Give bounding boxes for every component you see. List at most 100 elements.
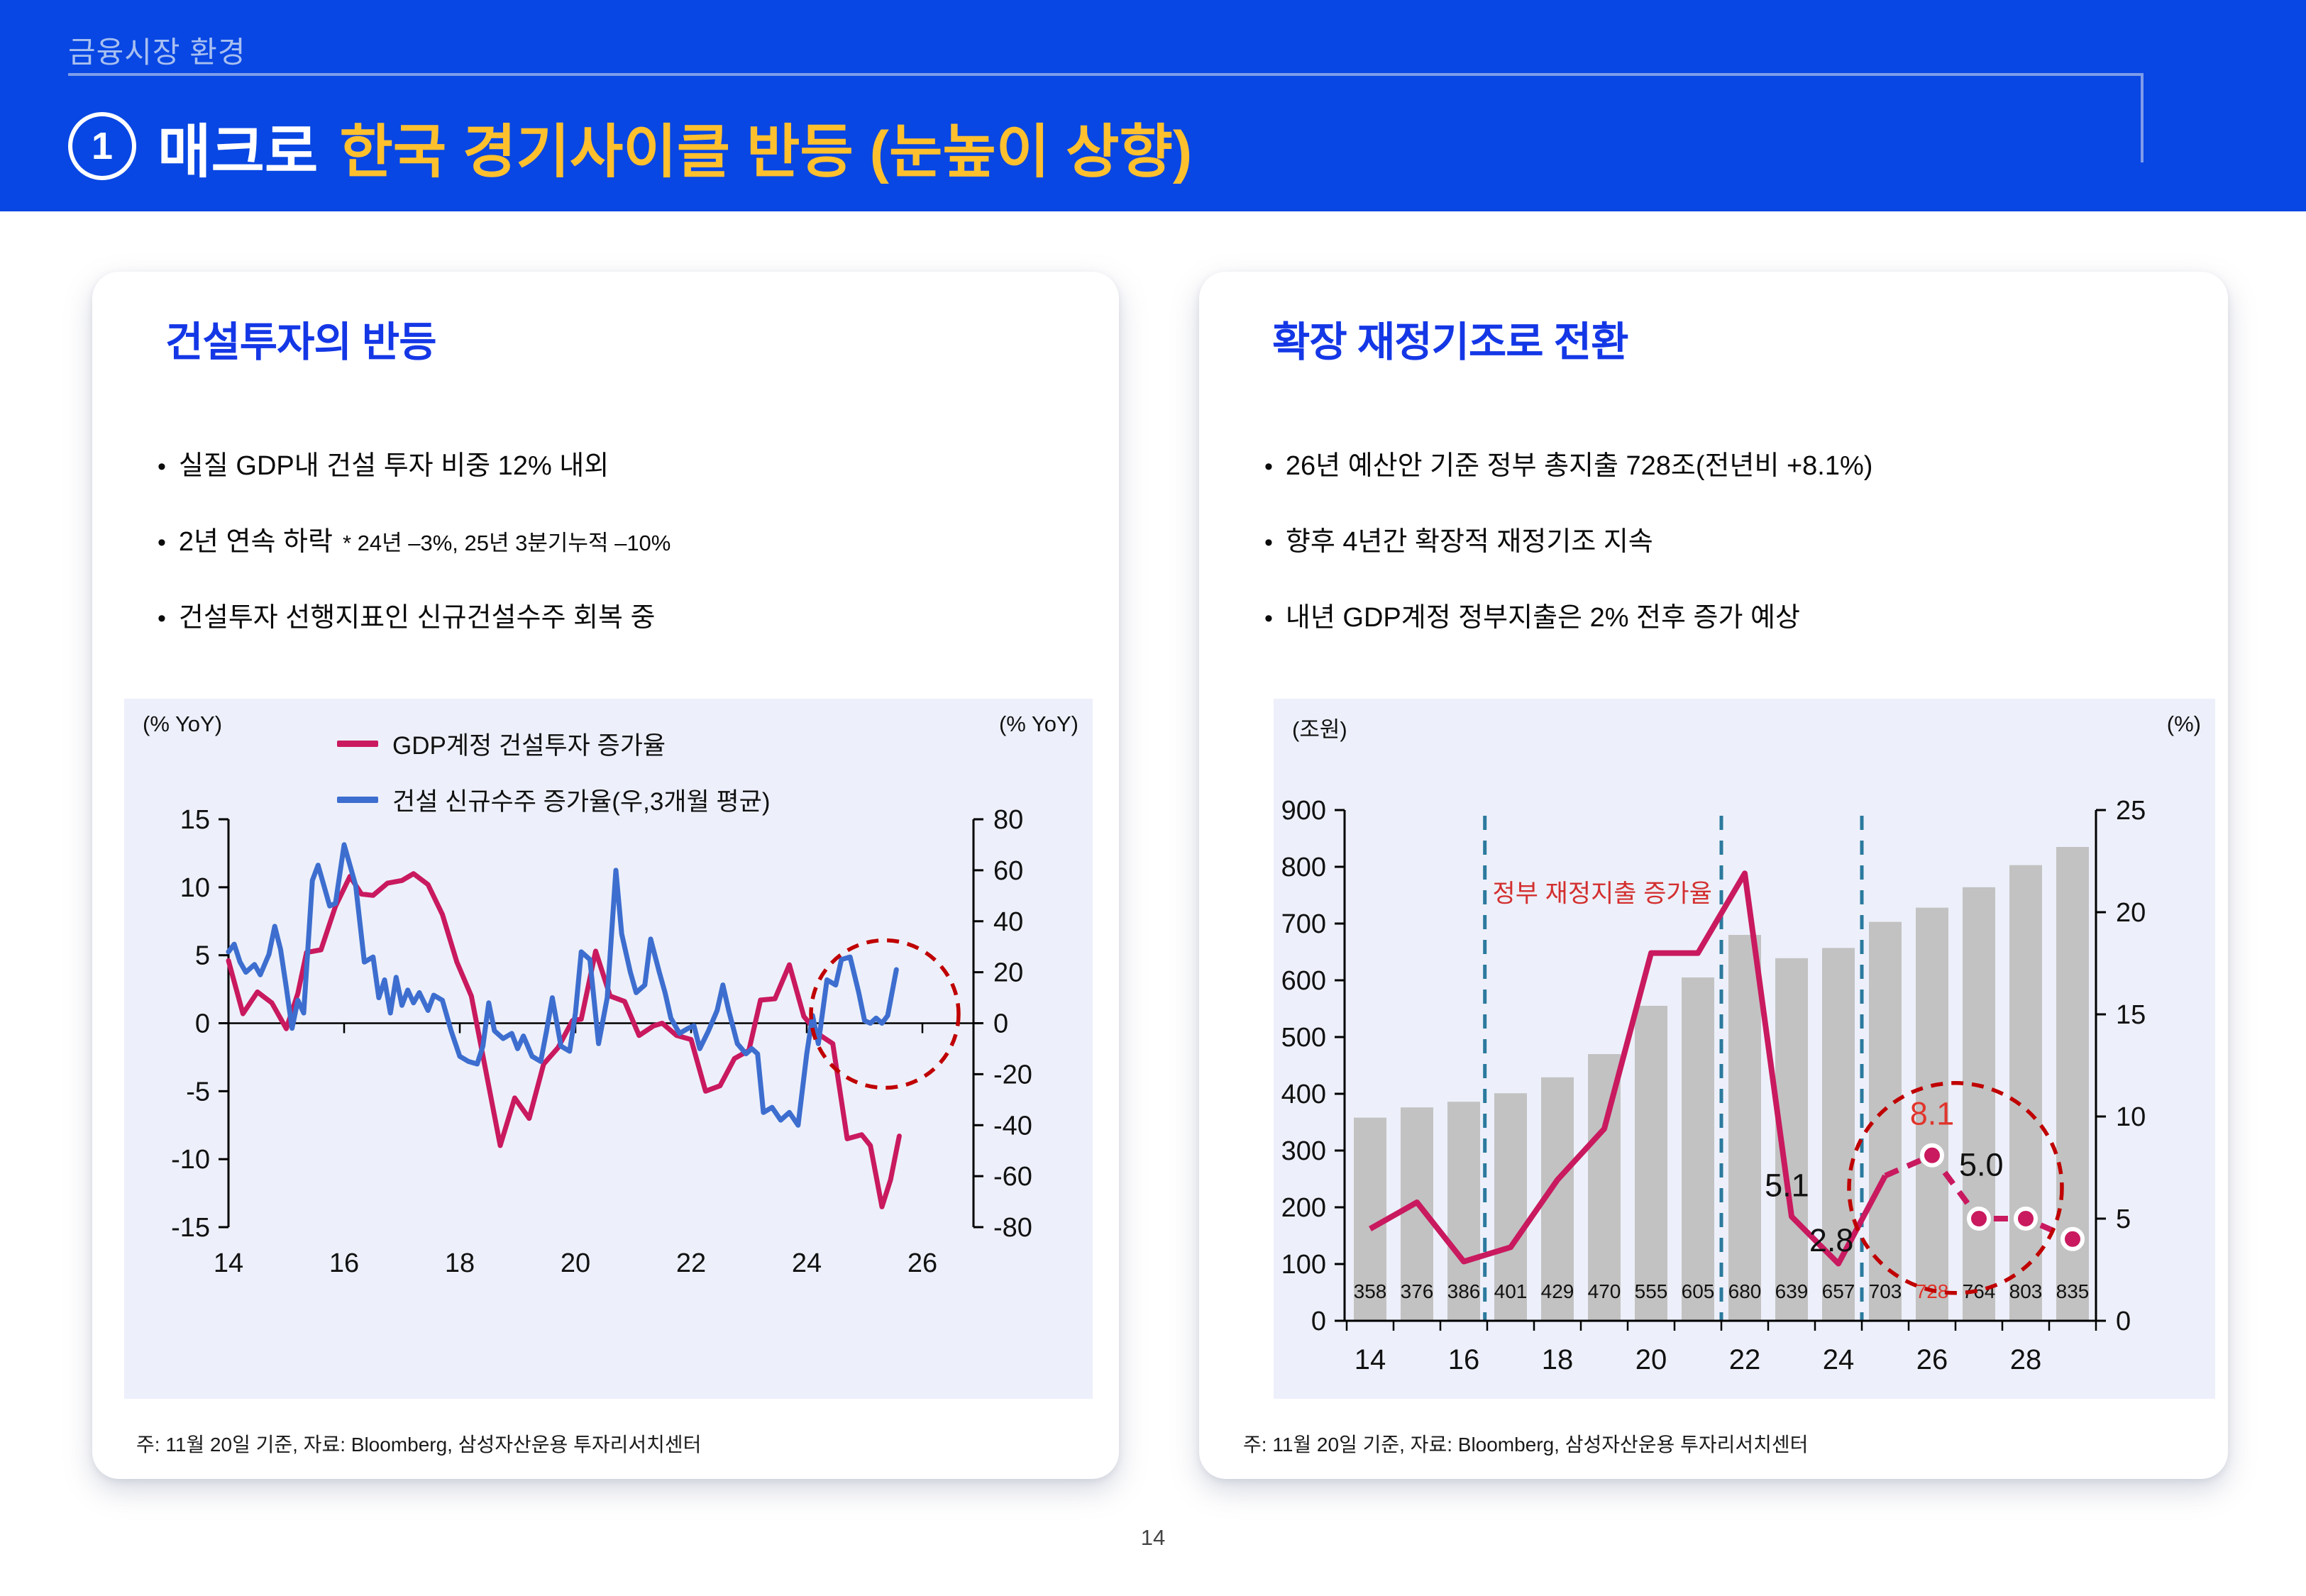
construction-investment-card: 건설투자의 반등 • 실질 GDP내 건설 투자 비중 12% 내외 • 2년 … [92,272,1119,1479]
slide-title: 1 매크로 한국 경기사이클 반등 (눈높이 상향) [68,104,1192,189]
svg-text:10: 10 [180,873,210,903]
forecast-marker [2014,1207,2038,1231]
chart-legend: GDP계정 건설투자 증가율 건설 신규수주 증가율(우,3개월 평균) [337,726,770,818]
svg-text:정부 재정지출 증가율: 정부 재정지출 증가율 [1493,880,1712,908]
svg-text:20: 20 [993,958,1023,988]
svg-text:657: 657 [1822,1280,1855,1302]
bullet-item: • 2년 연속 하락 * 24년 –3%, 25년 3분기누적 –10% [158,519,671,558]
svg-text:900: 900 [1281,796,1326,826]
spending-bar [1494,1093,1527,1321]
svg-text:2.8: 2.8 [1809,1222,1854,1258]
right-axis-unit: (% YoY) [998,711,1078,736]
svg-text:26: 26 [1916,1344,1948,1375]
fiscal-policy-card: 확장 재정기조로 전환 • 26년 예산안 기준 정부 총지출 728조(전년비… [1199,272,2228,1479]
svg-text:40: 40 [993,907,1023,937]
plot-area: 15 10 5 0 -5 -10 -15 80 60 40 20 0 -20 -40 -60 -80 14 16 1… [171,805,1032,1278]
svg-text:22: 22 [1729,1344,1761,1375]
svg-text:22: 22 [676,1248,706,1278]
kicker-text: 금융시장 환경 [68,35,246,69]
spending-bar [1963,887,1995,1321]
svg-text:18: 18 [445,1248,475,1278]
svg-text:358: 358 [1354,1280,1387,1302]
svg-text:-20: -20 [993,1060,1032,1090]
svg-text:0: 0 [993,1009,1008,1039]
bullet-text: 건설투자 선행지표인 신규건설수주 회복 중 [178,603,656,633]
svg-text:24: 24 [792,1248,822,1278]
right-axis-unit: (%) [2166,711,2201,736]
series-line [226,871,902,1209]
svg-text:470: 470 [1588,1280,1621,1302]
svg-text:26: 26 [907,1248,937,1278]
svg-text:803: 803 [2009,1280,2043,1302]
slide-title-section: 매크로 [158,119,319,184]
slide-title-main: 한국 경기사이클 반등 (눈높이 상향) [339,119,1193,184]
bullet-item: • 실질 GDP내 건설 투자 비중 12% 내외 [158,443,671,482]
bullet-dot: • [1264,453,1273,480]
svg-text:-15: -15 [171,1213,210,1243]
svg-text:300: 300 [1281,1136,1326,1166]
svg-text:703: 703 [1869,1280,1902,1302]
spending-bar [1916,907,1948,1321]
svg-text:5: 5 [2116,1204,2131,1234]
svg-text:20: 20 [561,1248,590,1278]
bullet-dot: • [158,605,166,632]
svg-text:24: 24 [1823,1344,1855,1375]
svg-text:0: 0 [1311,1307,1326,1336]
svg-text:555: 555 [1635,1280,1668,1302]
svg-text:18: 18 [1542,1344,1574,1375]
svg-text:-80: -80 [993,1213,1032,1243]
bullet-text: 실질 GDP내 건설 투자 비중 12% 내외 [178,451,609,481]
government-spending-bar-chart: 358 376 386 401 429 470 555 605 680 639 657 703 728 7… [1281,796,2146,1375]
right-card-bullets: • 26년 예산안 기준 정부 총지출 728조(전년비 +8.1%) • 향후… [1264,443,1872,634]
spending-bar [1728,935,1761,1321]
spending-bar [2009,865,2042,1321]
svg-text:14: 14 [214,1248,243,1278]
svg-text:429: 429 [1541,1280,1574,1302]
svg-text:600: 600 [1281,966,1326,996]
svg-text:0: 0 [2116,1307,2131,1336]
spending-bar [1447,1102,1480,1321]
svg-text:5.0: 5.0 [1959,1147,2004,1183]
legend-item-new-orders: 건설 신규수주 증가율(우,3개월 평균) [337,782,770,818]
svg-text:500: 500 [1281,1023,1326,1053]
left-card-footnote: 주: 11월 20일 기준, 자료: Bloomberg, 삼성자산운용 투자리… [136,1434,702,1456]
svg-text:700: 700 [1281,909,1326,939]
header-banner: 금융시장 환경 1 매크로 한국 경기사이클 반등 (눈높이 상향) [0,0,2306,211]
svg-text:-5: -5 [186,1077,210,1107]
svg-text:386: 386 [1447,1280,1481,1302]
svg-text:16: 16 [1448,1344,1480,1375]
right-card-footnote: 주: 11월 20일 기준, 자료: Bloomberg, 삼성자산운용 투자리… [1243,1434,1809,1456]
svg-text:639: 639 [1775,1280,1809,1302]
svg-text:60: 60 [993,856,1023,886]
svg-text:14: 14 [1355,1344,1386,1375]
circled-one-icon: 1 [68,112,136,180]
spending-bar [1869,921,1902,1321]
spending-bar [1635,1006,1667,1321]
svg-text:-40: -40 [993,1111,1032,1141]
left-axis-unit: (% YoY) [143,711,223,736]
bullet-text: 내년 GDP계정 정부지출은 2% 전후 증가 예상 [1285,603,1800,633]
plot-area: 358 376 386 401 429 470 555 605 680 639 657 703 728 7… [1281,796,2146,1375]
header-divider-line [68,73,2144,76]
svg-text:376: 376 [1401,1280,1434,1302]
bullet-dot: • [158,529,166,556]
crimson-line-swatch [337,741,378,747]
svg-text:-10: -10 [171,1145,210,1175]
spending-bar [1354,1117,1386,1321]
left-axis-unit: (조원) [1292,717,1347,742]
bullet-dot: • [1264,529,1273,556]
bullet-text: 26년 예산안 기준 정부 총지출 728조(전년비 +8.1%) [1285,451,1873,481]
svg-text:5.1: 5.1 [1765,1167,1809,1203]
bullet-text: 2년 연속 하락 [178,527,333,557]
construction-line-chart: 15 10 5 0 -5 -10 -15 80 60 40 20 0 -20 -40 -60 -80 14 16 1… [171,805,1032,1278]
spending-bar [1682,977,1714,1321]
bullet-item: • 내년 GDP계정 정부지출은 2% 전후 증가 예상 [1264,595,1872,634]
svg-text:20: 20 [2116,898,2146,928]
svg-text:200: 200 [1281,1193,1326,1223]
svg-text:0: 0 [195,1009,210,1039]
bullet-subtext: * 24년 –3%, 25년 3분기누적 –10% [342,531,671,555]
forecast-marker [1920,1143,1944,1168]
svg-text:-60: -60 [993,1162,1032,1192]
svg-text:800: 800 [1281,853,1326,882]
svg-text:8.1: 8.1 [1910,1096,1955,1132]
